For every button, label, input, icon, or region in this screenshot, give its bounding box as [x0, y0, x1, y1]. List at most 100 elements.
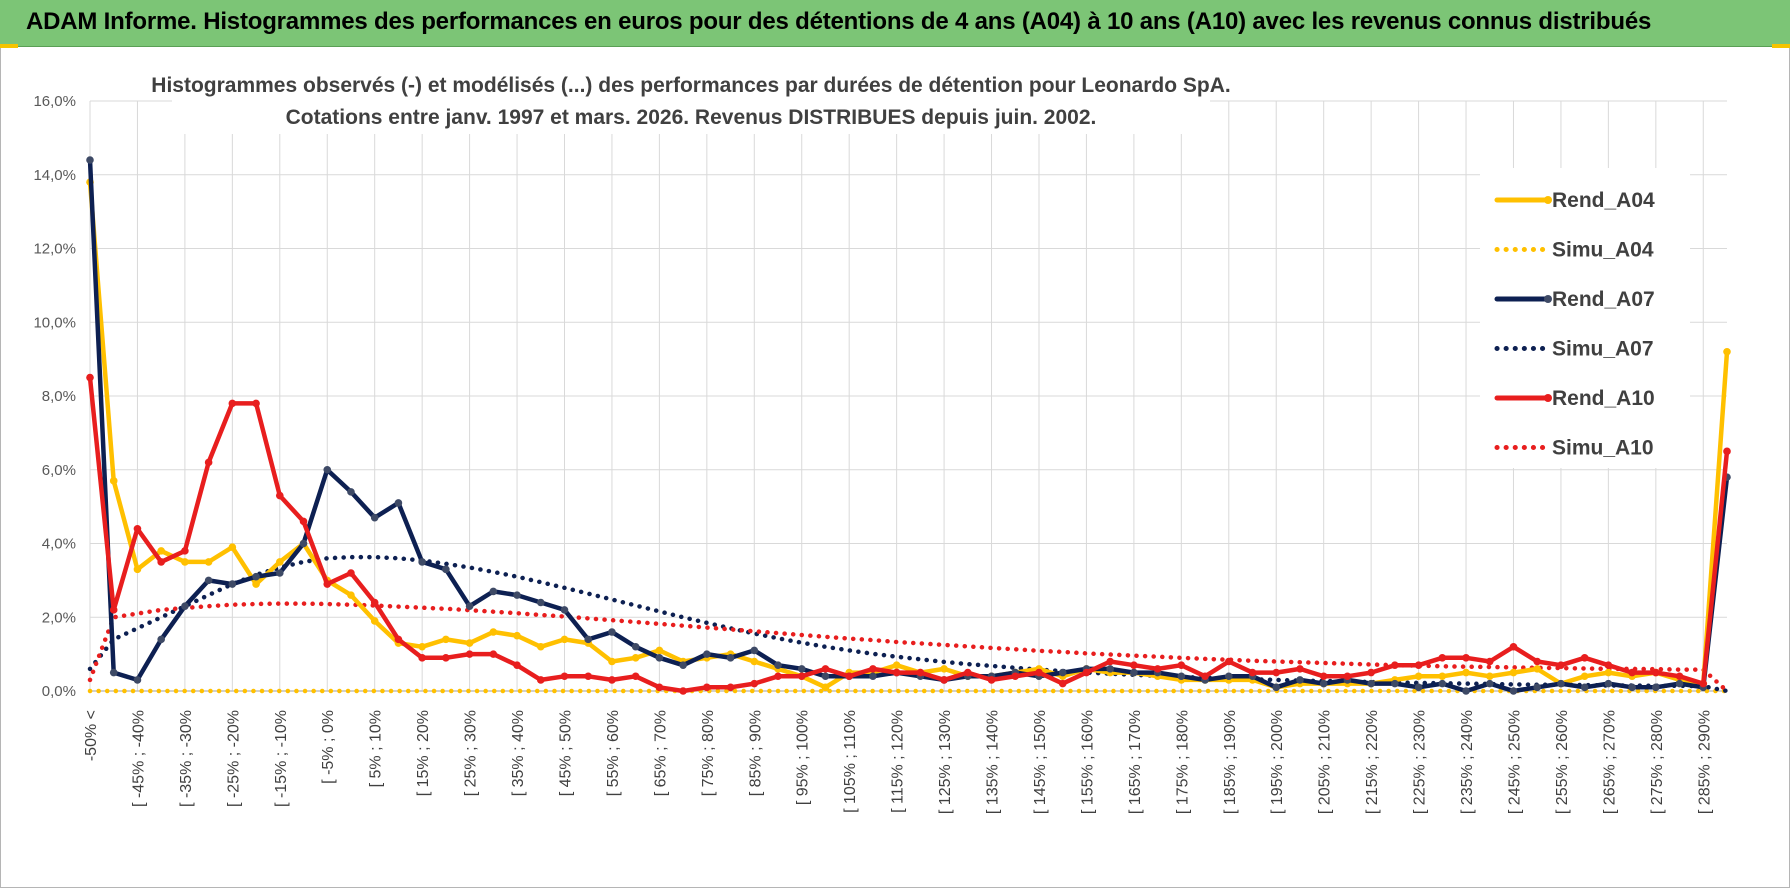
data-point-rend-a04: [181, 558, 189, 566]
data-point-rend-a04: [370, 617, 379, 625]
data-point-rend-a07: [1509, 687, 1518, 695]
legend-label: Rend_A10: [1552, 387, 1655, 410]
data-point-rend-a07: [608, 628, 616, 636]
data-point-rend-a04: [1533, 665, 1542, 673]
data-point-rend-a10: [1604, 661, 1613, 669]
data-point-rend-a04: [275, 558, 284, 566]
data-point-rend-a07: [1106, 665, 1114, 673]
x-tick-label: [ 35% ; 40%: [510, 710, 527, 796]
data-point-rend-a07: [86, 156, 94, 164]
data-point-rend-a04: [347, 591, 355, 599]
data-point-rend-a10: [584, 672, 593, 681]
data-point-rend-a10: [1580, 654, 1589, 662]
data-point-rend-a04: [608, 657, 616, 666]
data-point-rend-a04: [157, 547, 165, 555]
data-point-rend-a04: [1580, 672, 1589, 681]
legend-label: Simu_A10: [1552, 437, 1654, 460]
data-point-rend-a10: [157, 558, 165, 566]
data-point-rend-a10: [1224, 657, 1233, 666]
data-point-rend-a10: [275, 491, 284, 500]
data-point-rend-a10: [109, 606, 118, 614]
chart-title-line-2: Cotations entre janv. 1997 et mars. 2026…: [286, 106, 1097, 129]
series-line-simu-a07: [87, 554, 1730, 694]
data-point-rend-a07: [1319, 679, 1328, 688]
x-tick-label: [ 285% ; 290%: [1696, 710, 1713, 814]
data-point-rend-a10: [1391, 661, 1399, 669]
x-tick-label: [ -5% ; 0%: [320, 710, 337, 784]
data-point-rend-a10: [1367, 668, 1375, 677]
data-point-rend-a04: [442, 635, 450, 644]
legend-label: Simu_A04: [1552, 239, 1654, 262]
data-point-rend-a10: [1319, 672, 1328, 681]
x-tick-label: [ 215% ; 220%: [1364, 710, 1381, 814]
data-point-rend-a04: [1462, 668, 1470, 677]
data-point-rend-a10: [774, 672, 782, 681]
data-point-rend-a10: [560, 672, 569, 681]
data-point-rend-a04: [418, 642, 426, 651]
x-tick-label: [ -15% ; -10%: [273, 710, 290, 807]
data-point-rend-a10: [1509, 642, 1518, 651]
data-point-rend-a10: [418, 654, 426, 662]
data-point-rend-a04: [465, 639, 474, 647]
data-point-rend-a07: [299, 539, 308, 548]
data-point-rend-a10: [655, 683, 664, 692]
data-point-rend-a10: [869, 665, 877, 673]
x-tick-label: [ 175% ; 180%: [1174, 710, 1191, 814]
data-point-rend-a10: [1296, 665, 1304, 673]
legend-marker: [1544, 394, 1552, 402]
data-point-rend-a10: [133, 524, 142, 533]
data-point-rend-a10: [892, 668, 901, 677]
data-point-rend-a10: [1177, 661, 1186, 669]
data-point-rend-a07: [1438, 679, 1447, 688]
chart-title-background: [172, 64, 1210, 134]
data-point-rend-a10: [1533, 657, 1542, 666]
data-point-rend-a10: [252, 399, 260, 408]
data-point-rend-a10: [1628, 668, 1636, 677]
corner-marker-right: [1772, 44, 1790, 48]
data-point-rend-a07: [489, 587, 498, 596]
data-point-rend-a10: [608, 676, 616, 684]
x-tick-label: -50% <: [83, 710, 100, 761]
x-tick-label: [ 145% ; 150%: [1032, 710, 1049, 814]
data-point-rend-a07: [1177, 672, 1186, 681]
x-tick-label: [ 15% ; 20%: [415, 710, 432, 796]
report-title: ADAM Informe. Histogrammes des performan…: [26, 8, 1652, 35]
data-point-rend-a07: [1604, 679, 1613, 688]
data-point-rend-a07: [181, 602, 189, 610]
y-tick-label: 12,0%: [33, 241, 76, 258]
data-point-rend-a07: [228, 580, 237, 588]
data-point-rend-a10: [1343, 672, 1352, 681]
data-point-rend-a10: [1462, 654, 1470, 662]
data-point-rend-a10: [1058, 679, 1067, 688]
data-point-rend-a10: [370, 598, 379, 607]
x-tick-label: [ -25% ; -20%: [225, 710, 242, 807]
data-point-rend-a07: [821, 672, 830, 681]
data-point-rend-a07: [560, 606, 569, 614]
x-axis-labels: -50% < [ -45% ; -40% [ -35% ; -30% [ -25% ;…: [83, 710, 1713, 814]
y-axis-labels: 0,0% 2,0% 4,0% 6,0% 8,0% 10,0% 12,0% 14,0% 16,0%: [33, 93, 76, 700]
data-point-rend-a07: [726, 654, 735, 662]
x-tick-label: [ 105% ; 110%: [842, 710, 859, 813]
data-point-rend-a10: [1438, 654, 1447, 662]
data-point-rend-a07: [394, 499, 403, 507]
x-tick-label: [ 115% ; 120%: [890, 710, 907, 813]
data-point-rend-a04: [631, 654, 640, 662]
x-tick-label: [ 225% ; 230%: [1412, 710, 1429, 814]
legend-label: Simu_A07: [1552, 338, 1654, 361]
data-point-rend-a10: [726, 683, 735, 692]
data-point-rend-a07: [1130, 668, 1138, 677]
legend-label: Rend_A04: [1552, 189, 1655, 212]
data-point-rend-a10: [442, 654, 450, 662]
data-point-rend-a07: [1224, 672, 1233, 681]
data-point-rend-a10: [750, 679, 759, 688]
data-point-rend-a10: [1082, 668, 1091, 677]
data-point-rend-a07: [1580, 683, 1589, 692]
data-point-rend-a04: [655, 646, 664, 655]
data-point-rend-a07: [418, 558, 426, 566]
data-point-rend-a10: [1414, 661, 1423, 669]
data-point-rend-a07: [703, 650, 711, 658]
x-tick-label: [ 235% ; 240%: [1459, 710, 1476, 814]
data-point-rend-a07: [1367, 679, 1375, 688]
data-point-rend-a07: [109, 668, 118, 677]
data-point-rend-a10: [1011, 672, 1020, 681]
